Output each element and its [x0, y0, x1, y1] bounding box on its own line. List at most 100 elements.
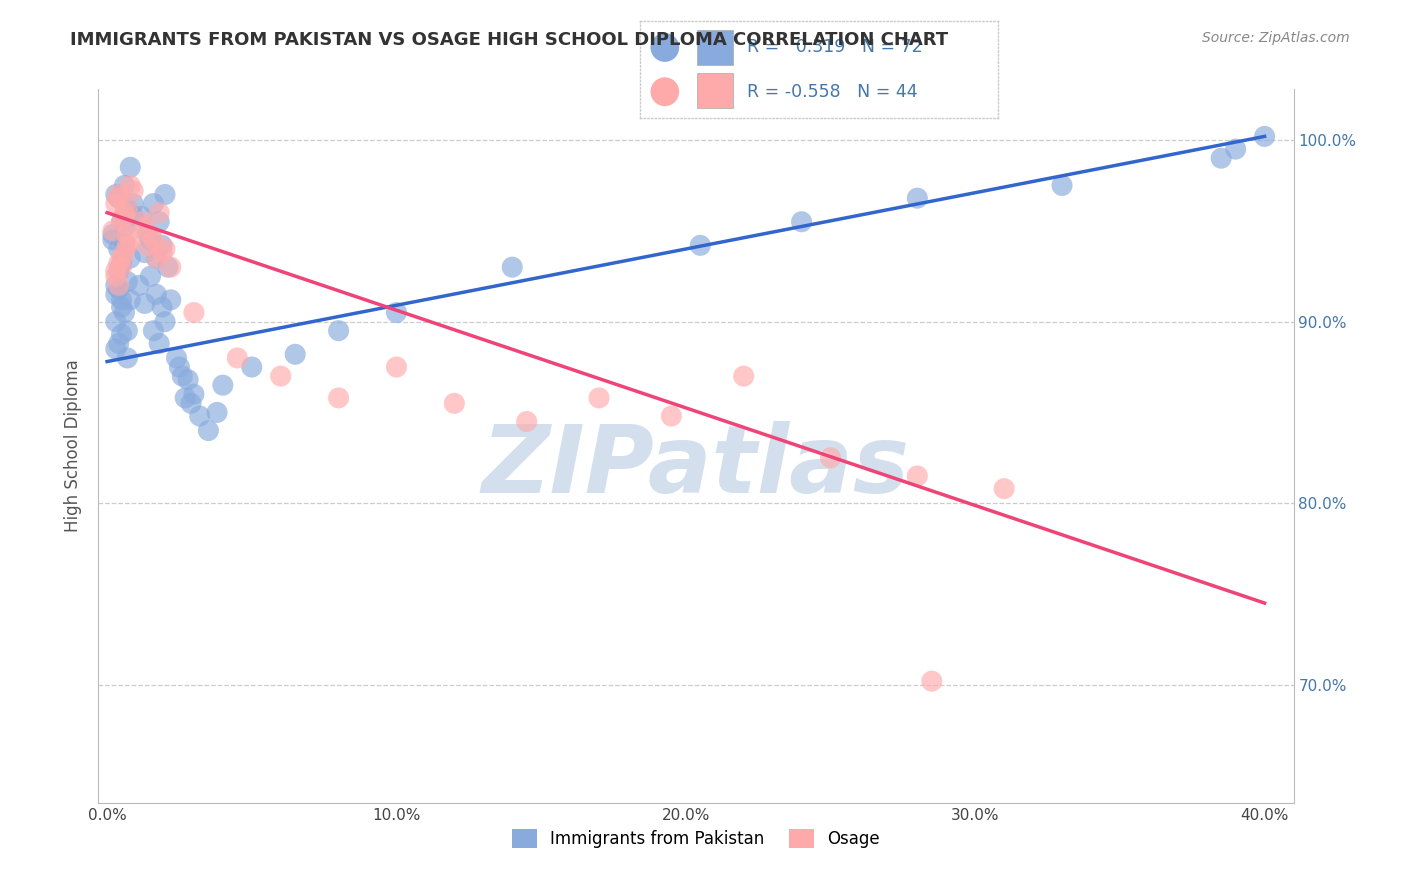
Point: [110, 293, 132, 307]
Point: [790, 215, 813, 229]
Point: [107, 336, 129, 351]
Point: [733, 369, 755, 384]
FancyBboxPatch shape: [697, 30, 733, 65]
Point: [921, 674, 943, 689]
Point: [226, 351, 249, 365]
Point: [114, 209, 136, 223]
Point: [153, 187, 176, 202]
Point: [107, 264, 129, 278]
Point: [107, 191, 129, 205]
Point: [156, 260, 179, 274]
Point: [150, 245, 173, 260]
Point: [110, 300, 132, 314]
Point: [1225, 142, 1247, 156]
Point: [120, 251, 142, 265]
Point: [174, 391, 197, 405]
Point: [131, 209, 153, 223]
Point: [177, 373, 200, 387]
Point: [107, 282, 129, 296]
Legend: Immigrants from Pakistan, Osage: Immigrants from Pakistan, Osage: [505, 822, 887, 855]
Point: [134, 220, 156, 235]
Point: [328, 391, 350, 405]
Point: [166, 351, 188, 365]
Point: [104, 287, 127, 301]
Point: [117, 324, 139, 338]
Point: [122, 196, 145, 211]
Point: [120, 293, 142, 307]
Point: [993, 482, 1015, 496]
Point: [117, 275, 139, 289]
Point: [114, 236, 136, 251]
Point: [101, 224, 124, 238]
Point: [172, 369, 194, 384]
Point: [110, 215, 132, 229]
Point: [153, 242, 176, 256]
Point: [145, 251, 167, 265]
Point: [114, 205, 136, 219]
Point: [1050, 178, 1073, 193]
Point: [150, 300, 173, 314]
Point: [661, 409, 683, 423]
Point: [101, 233, 124, 247]
Point: [385, 305, 408, 319]
Point: [128, 278, 150, 293]
Point: [183, 387, 205, 401]
Point: [104, 278, 127, 293]
Point: [104, 269, 127, 284]
Point: [110, 251, 132, 265]
Point: [180, 396, 202, 410]
Point: [385, 359, 408, 374]
Point: [205, 405, 228, 419]
Point: [516, 415, 538, 429]
Point: [188, 409, 211, 423]
Point: [104, 342, 127, 356]
Point: [110, 256, 132, 270]
Point: [150, 238, 173, 252]
Point: [120, 233, 142, 247]
Text: IMMIGRANTS FROM PAKISTAN VS OSAGE HIGH SCHOOL DIPLOMA CORRELATION CHART: IMMIGRANTS FROM PAKISTAN VS OSAGE HIGH S…: [70, 31, 949, 49]
Point: [145, 251, 167, 265]
Point: [148, 205, 170, 219]
Point: [328, 324, 350, 338]
Point: [114, 178, 136, 193]
Point: [134, 245, 156, 260]
Point: [1211, 151, 1233, 165]
Point: [110, 260, 132, 274]
Point: [110, 327, 132, 342]
Point: [148, 215, 170, 229]
Point: [270, 369, 292, 384]
Point: [114, 220, 136, 235]
Point: [820, 450, 842, 465]
Point: [107, 256, 129, 270]
Point: [110, 215, 132, 229]
Point: [107, 187, 129, 202]
Ellipse shape: [651, 78, 679, 106]
Point: [104, 264, 127, 278]
Point: [136, 227, 159, 242]
Point: [114, 245, 136, 260]
Point: [159, 260, 181, 274]
Point: [139, 269, 162, 284]
Text: R =   0.319   N = 72: R = 0.319 N = 72: [748, 38, 922, 56]
Y-axis label: High School Diploma: High School Diploma: [65, 359, 83, 533]
Point: [134, 296, 156, 310]
Point: [689, 238, 711, 252]
Point: [117, 202, 139, 216]
Point: [142, 233, 165, 247]
Point: [120, 161, 142, 175]
Point: [114, 305, 136, 319]
Point: [131, 215, 153, 229]
Point: [107, 278, 129, 293]
Text: R = -0.558   N = 44: R = -0.558 N = 44: [748, 83, 918, 101]
Text: ZIPatlas: ZIPatlas: [482, 421, 910, 514]
Point: [905, 191, 928, 205]
Point: [183, 305, 205, 319]
Point: [142, 196, 165, 211]
Point: [122, 209, 145, 223]
Point: [107, 191, 129, 205]
Point: [117, 202, 139, 216]
Point: [588, 391, 610, 405]
Point: [122, 184, 145, 198]
Point: [136, 238, 159, 252]
Point: [197, 424, 219, 438]
